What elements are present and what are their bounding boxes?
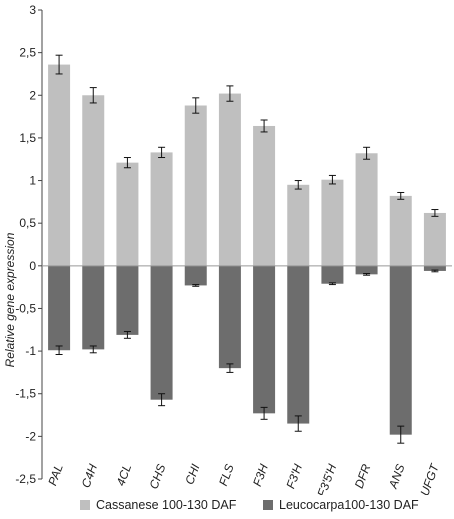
error-bars	[55, 54, 439, 444]
category-label: C4H	[79, 462, 100, 490]
category-label: UFGT	[417, 461, 442, 495]
category-label: CHI	[182, 462, 202, 487]
bar-chart: 3 2,5 2 1,5 1 0,5 0 -0,5 -1 -1,5 -2 -2,5 PAL C4H 4CL C…	[3, 3, 452, 495]
legend-label-cassanese: Cassanese 100-130 DAF	[96, 498, 237, 512]
legend-item-leucocarpa: Leucocarpa100-130 DAF	[263, 498, 419, 512]
bar-leucocarpa	[355, 265, 378, 275]
y-tick-label: -2	[25, 429, 36, 443]
bar-cassanese	[116, 162, 139, 266]
bars	[48, 64, 446, 435]
y-tick-label: 1	[29, 174, 36, 188]
bar-leucocarpa	[423, 265, 446, 271]
bar-leucocarpa	[82, 265, 105, 350]
bar-cassanese	[423, 212, 446, 266]
bar-leucocarpa	[116, 265, 139, 335]
bar-cassanese	[184, 105, 207, 266]
bar-leucocarpa	[253, 265, 276, 414]
bar-cassanese	[321, 179, 344, 266]
y-tick-label: 2	[29, 88, 36, 102]
y-axis: 3 2,5 2 1,5 1 0,5 0 -0,5 -1 -1,5 -2 -2,5	[15, 3, 43, 486]
category-label: FLS	[216, 462, 237, 487]
y-axis-label: Relative gene expression	[3, 232, 17, 367]
bar-leucocarpa	[321, 265, 344, 284]
legend: Cassanese 100-130 DAF Leucocarpa100-130 …	[0, 495, 454, 515]
y-tick-label: 3	[29, 3, 36, 17]
category-labels: PAL C4H 4CL CHS CHI FLS F3H F3'H F3'5'H DFR ANS UFG…	[45, 461, 442, 495]
y-tick-label: -1	[25, 344, 36, 358]
y-tick-label: -0,5	[15, 301, 36, 315]
y-tick-label: 0,5	[19, 216, 36, 230]
legend-swatch-cassanese	[80, 500, 90, 510]
bar-cassanese	[150, 152, 173, 266]
legend-label-leucocarpa: Leucocarpa100-130 DAF	[279, 498, 419, 512]
legend-swatch-leucocarpa	[263, 500, 273, 510]
category-label: F3'5'H	[314, 462, 339, 495]
y-tick-label: 0	[29, 259, 36, 273]
bar-leucocarpa	[287, 265, 310, 424]
legend-item-cassanese: Cassanese 100-130 DAF	[80, 498, 236, 512]
bar-cassanese	[48, 64, 71, 266]
bar-leucocarpa	[184, 265, 207, 286]
bar-cassanese	[355, 153, 378, 266]
bar-cassanese	[253, 125, 276, 266]
category-label: F3H	[250, 462, 271, 488]
category-label: F3'H	[283, 462, 305, 491]
y-tick-label: -1,5	[15, 387, 36, 401]
category-label: 4CL	[114, 462, 135, 487]
y-tick-label: -2,5	[15, 472, 36, 486]
bar-cassanese	[389, 195, 412, 266]
bar-cassanese	[287, 184, 310, 266]
category-label: DFR	[352, 462, 374, 490]
category-label: ANS	[386, 462, 408, 491]
category-label: CHS	[147, 462, 169, 491]
bar-cassanese	[82, 95, 105, 266]
y-tick-label: 2,5	[19, 46, 36, 60]
bar-leucocarpa	[48, 265, 71, 351]
bar-leucocarpa	[389, 265, 412, 435]
category-label: PAL	[45, 462, 66, 487]
bar-cassanese	[218, 93, 241, 266]
y-tick-label: 1,5	[19, 131, 36, 145]
bar-leucocarpa	[150, 265, 173, 400]
bar-leucocarpa	[218, 265, 241, 369]
